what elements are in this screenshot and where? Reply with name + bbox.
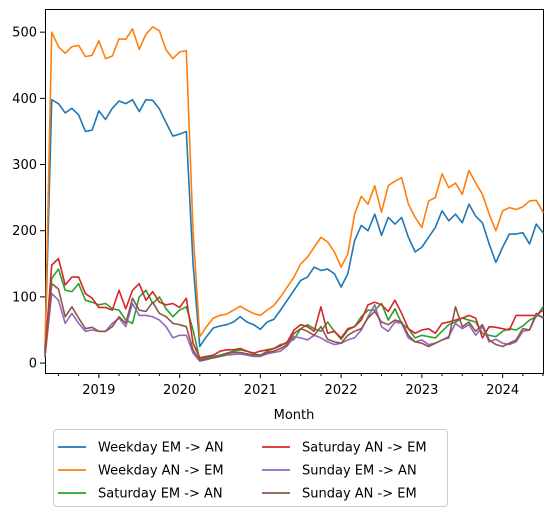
x-axis: 2019 2020 2021 2022 2023 2024 [57, 373, 544, 398]
legend-label-4: Sunday EM -> AN [302, 464, 417, 479]
plot-frame [45, 9, 544, 374]
series-line-3 [44, 257, 544, 359]
series-lines [44, 26, 544, 362]
y-tick-label-0: 0 [29, 357, 37, 372]
x-tick-label-3: 2022 [325, 383, 358, 398]
legend: Weekday EM -> AN Weekday AN -> EM Saturday… [53, 429, 448, 507]
x-tick-label-1: 2020 [163, 383, 196, 398]
x-tick-label-2: 2021 [244, 383, 277, 398]
y-tick-label-2: 200 [12, 224, 37, 239]
x-tick-label-4: 2023 [405, 383, 438, 398]
plot-area: 2019 2020 2021 2022 2023 2024 0 100 200 300 400 50… [12, 9, 544, 398]
series-line-2 [44, 268, 544, 361]
legend-label-5: Sunday AN -> EM [302, 487, 417, 502]
legend-box [53, 429, 448, 507]
x-axis-label: Month [274, 408, 315, 423]
legend-label-0: Weekday EM -> AN [98, 441, 224, 456]
y-tick-label-3: 300 [12, 158, 37, 173]
y-tick-label-1: 100 [12, 290, 37, 305]
y-tick-label-5: 500 [12, 26, 37, 41]
legend-label-2: Saturday EM -> AN [98, 487, 223, 502]
series-line-4 [44, 292, 544, 362]
x-tick-label-0: 2019 [82, 383, 115, 398]
legend-label-3: Saturday AN -> EM [302, 441, 427, 456]
series-line-0 [44, 98, 544, 351]
y-tick-label-4: 400 [12, 92, 37, 107]
legend-label-1: Weekday AN -> EM [98, 464, 224, 479]
series-line-5 [44, 282, 544, 362]
y-axis: 0 100 200 300 400 500 [12, 26, 45, 372]
series-line-1 [44, 26, 544, 351]
x-tick-label-5: 2024 [486, 383, 519, 398]
